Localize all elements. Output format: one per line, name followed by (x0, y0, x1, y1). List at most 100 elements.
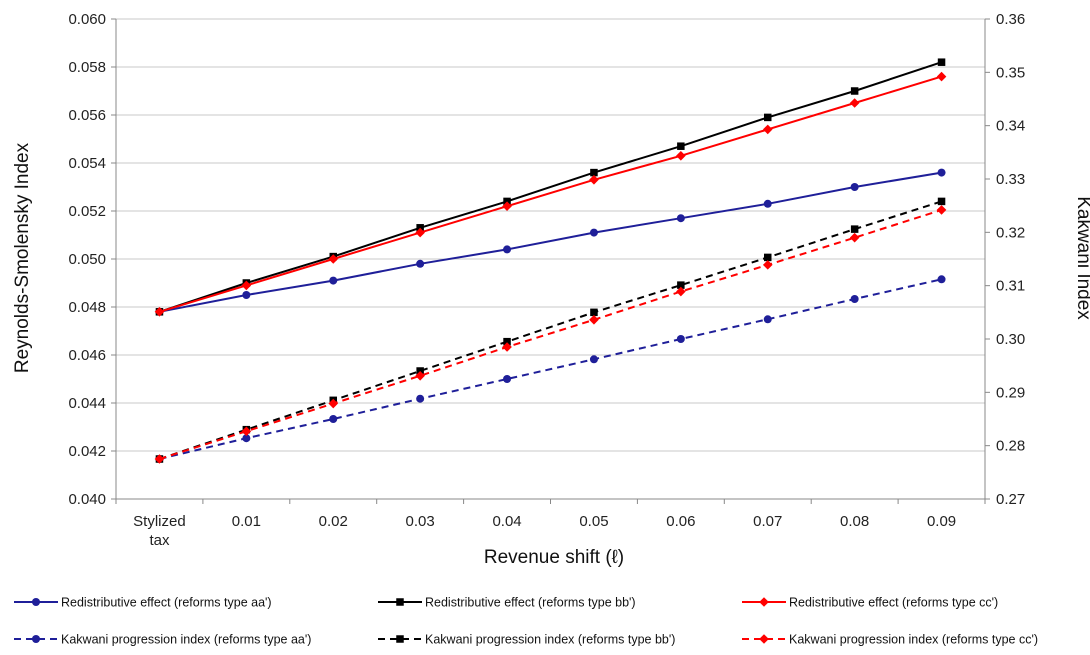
right-tick-label: 0.27 (996, 491, 1025, 508)
legend-label: Kakwani progression index (reforms type … (789, 633, 1038, 647)
right-tick-label: 0.36 (996, 11, 1025, 28)
data-point (677, 281, 685, 289)
legend-label: Kakwani progression index (reforms type … (425, 633, 675, 647)
data-point (589, 355, 598, 364)
data-point (328, 398, 339, 409)
data-point (849, 232, 860, 243)
left-tick-label: 0.048 (68, 299, 106, 316)
data-point (503, 375, 512, 383)
data-point (676, 214, 685, 223)
data-point (677, 142, 685, 150)
data-point (502, 342, 512, 352)
data-point (589, 315, 599, 325)
axes (111, 18, 990, 504)
data-point (589, 228, 598, 237)
x-tick-label: 0.04 (492, 513, 521, 530)
legend-item: Kakwani progression index (reforms type … (378, 633, 675, 647)
data-point (936, 205, 947, 215)
data-point (763, 315, 772, 324)
data-point (850, 183, 859, 191)
x-axis-title: Revenue shift (ℓ) (484, 547, 624, 568)
left-tick-label: 0.052 (68, 203, 106, 220)
x-tick-label: 0.07 (753, 513, 782, 530)
series-line (159, 61, 942, 313)
data-point (850, 295, 859, 303)
right-tick-label: 0.35 (996, 64, 1025, 81)
series-group (154, 58, 947, 464)
x-tick-label: 0.05 (579, 513, 608, 530)
legend-item: Redistributive effect (reforms type aa') (14, 596, 272, 610)
legend: Redistributive effect (reforms type aa')… (14, 596, 1038, 647)
x-tick-label: 0.08 (840, 513, 869, 530)
legend-marker (759, 597, 769, 607)
series-line (159, 208, 942, 460)
series-line (159, 200, 942, 460)
data-point (590, 168, 598, 177)
left-tick-label: 0.044 (68, 395, 106, 412)
data-point (763, 199, 772, 208)
grid-lines (116, 18, 985, 452)
right-tick-label: 0.32 (996, 224, 1025, 241)
data-point (764, 113, 772, 122)
data-point (849, 98, 860, 108)
data-point (589, 175, 599, 185)
left-axis-title: Reynolds-Smolensky Index (12, 142, 33, 373)
legend-label: Kakwani progression index (reforms type … (61, 633, 311, 647)
legend-marker (759, 634, 769, 644)
legend-item: Redistributive effect (reforms type bb') (378, 596, 636, 610)
data-point (850, 225, 859, 233)
series-line (159, 278, 942, 460)
data-point (937, 58, 946, 66)
data-point (241, 280, 252, 291)
series-4 (155, 275, 946, 463)
left-tick-label: 0.054 (68, 155, 106, 172)
data-point (676, 286, 686, 297)
legend-marker (32, 598, 40, 606)
right-tick-label: 0.31 (996, 278, 1025, 295)
x-tick-label: 0.01 (232, 513, 261, 530)
data-point (764, 253, 772, 262)
data-point (241, 426, 252, 437)
series-3 (154, 71, 947, 317)
data-point (937, 197, 946, 206)
right-tick-label: 0.33 (996, 171, 1025, 188)
data-point (676, 151, 686, 161)
data-point (154, 454, 165, 464)
x-tick-label: 0.02 (319, 513, 348, 530)
legend-label: Redistributive effect (reforms type bb') (425, 596, 636, 610)
x-tick-label: 0.03 (406, 513, 435, 530)
legend-item: Kakwani progression index (reforms type … (742, 633, 1038, 647)
left-tick-label: 0.042 (68, 443, 106, 460)
data-point (415, 371, 425, 381)
data-point (415, 227, 425, 238)
data-point (676, 335, 685, 343)
data-point (503, 337, 511, 346)
x-tick-label: 0.09 (927, 513, 956, 530)
data-point (329, 276, 338, 285)
x-tick-label: Stylized tax (133, 513, 186, 549)
legend-label: Redistributive effect (reforms type cc') (789, 596, 998, 610)
data-point (329, 415, 338, 423)
data-point (937, 275, 946, 284)
right-tick-label: 0.34 (996, 118, 1025, 135)
series-line (159, 75, 942, 313)
data-point (762, 260, 773, 270)
series-1 (155, 168, 946, 316)
legend-label: Redistributive effect (reforms type aa') (61, 596, 272, 610)
left-tick-label: 0.058 (68, 59, 106, 76)
series-line (159, 171, 942, 313)
legend-marker (396, 598, 404, 606)
legend-item: Kakwani progression index (reforms type … (14, 633, 311, 647)
right-tick-label: 0.29 (996, 384, 1025, 401)
left-tick-label: 0.040 (68, 491, 106, 508)
left-tick-label: 0.050 (68, 251, 106, 268)
right-axis-title: Kakwani Index (1073, 196, 1090, 320)
data-point (590, 308, 598, 317)
right-tick-label: 0.28 (996, 438, 1025, 455)
data-point (503, 245, 512, 254)
data-point (936, 71, 947, 82)
legend-marker (32, 635, 40, 643)
tick-labels: 0.040 0.042 0.044 0.046 0.048 0.050 0.052 0.054… (68, 11, 1025, 549)
x-tick-label: 0.06 (666, 513, 695, 530)
